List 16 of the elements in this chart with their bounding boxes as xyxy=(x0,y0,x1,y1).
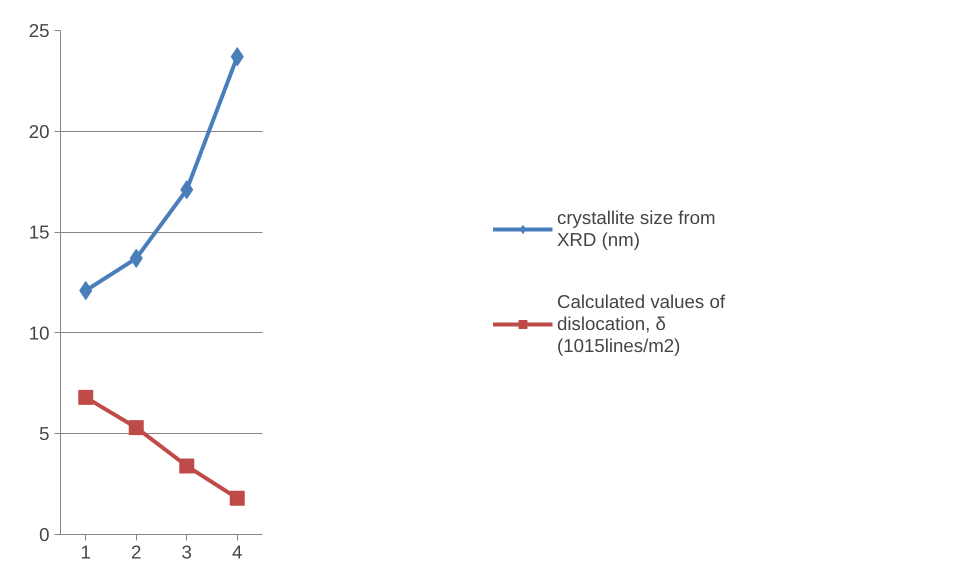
y-tick-label: 10 xyxy=(28,322,50,344)
point xyxy=(230,490,245,506)
y-tick-label: 20 xyxy=(28,120,50,142)
x-tick-label: 3 xyxy=(182,542,192,562)
point xyxy=(179,458,194,474)
x-tick-label: 2 xyxy=(131,542,142,562)
point xyxy=(128,420,144,436)
y-tick-label: 25 xyxy=(28,20,50,41)
y-tick-label: 5 xyxy=(39,423,50,444)
legend-label: crystallite size from XRD (nm) xyxy=(556,207,716,251)
legend-label: Calculated values of dislocation, δ (1015lines/m2) xyxy=(556,291,726,357)
y-tick-label: 0 xyxy=(39,524,50,545)
y-tick-label: 15 xyxy=(28,222,50,243)
point xyxy=(78,390,94,405)
x-tick-label: 1 xyxy=(80,542,91,562)
x-tick-label: 4 xyxy=(232,542,242,562)
